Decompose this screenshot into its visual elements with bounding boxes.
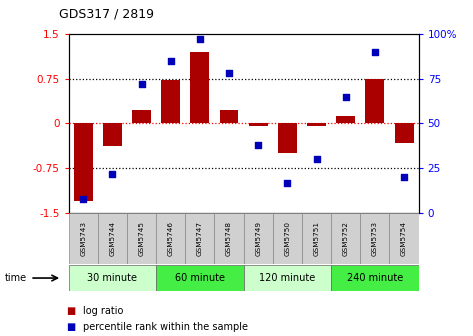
Text: GSM5744: GSM5744 bbox=[109, 221, 115, 256]
Point bbox=[225, 71, 233, 76]
FancyBboxPatch shape bbox=[331, 213, 360, 264]
Text: GSM5746: GSM5746 bbox=[167, 221, 174, 256]
FancyBboxPatch shape bbox=[214, 213, 244, 264]
Text: GSM5752: GSM5752 bbox=[342, 221, 349, 256]
Point bbox=[109, 171, 116, 176]
Text: GSM5753: GSM5753 bbox=[372, 221, 378, 256]
Text: GSM5747: GSM5747 bbox=[197, 221, 203, 256]
Bar bbox=[103, 123, 122, 146]
Text: GSM5750: GSM5750 bbox=[284, 221, 290, 256]
Text: percentile rank within the sample: percentile rank within the sample bbox=[83, 322, 248, 332]
FancyBboxPatch shape bbox=[127, 213, 156, 264]
Bar bbox=[249, 123, 268, 126]
Text: GSM5748: GSM5748 bbox=[226, 221, 232, 256]
Text: GSM5743: GSM5743 bbox=[80, 221, 86, 256]
FancyBboxPatch shape bbox=[185, 213, 214, 264]
FancyBboxPatch shape bbox=[389, 213, 419, 264]
Text: GSM5751: GSM5751 bbox=[314, 221, 320, 256]
Point bbox=[342, 94, 350, 99]
Bar bbox=[190, 51, 210, 123]
Text: GSM5749: GSM5749 bbox=[255, 221, 261, 256]
Text: 120 minute: 120 minute bbox=[259, 273, 315, 283]
Text: 60 minute: 60 minute bbox=[175, 273, 225, 283]
Bar bbox=[74, 123, 93, 201]
FancyBboxPatch shape bbox=[156, 265, 244, 291]
Text: 240 minute: 240 minute bbox=[347, 273, 403, 283]
Point bbox=[371, 49, 378, 54]
Bar bbox=[394, 123, 413, 143]
FancyBboxPatch shape bbox=[302, 213, 331, 264]
Text: GSM5745: GSM5745 bbox=[139, 221, 145, 256]
FancyBboxPatch shape bbox=[331, 265, 419, 291]
FancyBboxPatch shape bbox=[69, 265, 156, 291]
Text: ■: ■ bbox=[66, 306, 76, 316]
Text: ■: ■ bbox=[66, 322, 76, 332]
FancyBboxPatch shape bbox=[244, 265, 331, 291]
Point bbox=[284, 180, 291, 185]
Bar bbox=[219, 110, 238, 123]
FancyBboxPatch shape bbox=[244, 213, 273, 264]
Point bbox=[400, 175, 408, 180]
Text: GDS317 / 2819: GDS317 / 2819 bbox=[59, 7, 154, 20]
Text: log ratio: log ratio bbox=[83, 306, 123, 316]
FancyBboxPatch shape bbox=[273, 213, 302, 264]
Bar bbox=[336, 116, 355, 123]
FancyBboxPatch shape bbox=[98, 213, 127, 264]
Point bbox=[167, 58, 175, 63]
Bar bbox=[365, 79, 385, 123]
Bar bbox=[132, 110, 151, 123]
FancyBboxPatch shape bbox=[69, 213, 98, 264]
Bar bbox=[307, 123, 326, 126]
Text: 30 minute: 30 minute bbox=[88, 273, 137, 283]
Point bbox=[79, 196, 87, 202]
Text: GSM5754: GSM5754 bbox=[401, 221, 407, 256]
Bar bbox=[161, 80, 180, 123]
Bar bbox=[278, 123, 297, 154]
Text: time: time bbox=[5, 273, 27, 283]
Point bbox=[254, 142, 262, 148]
Point bbox=[313, 157, 320, 162]
Point bbox=[196, 36, 203, 42]
Point bbox=[138, 81, 145, 87]
FancyBboxPatch shape bbox=[156, 213, 185, 264]
FancyBboxPatch shape bbox=[360, 213, 389, 264]
